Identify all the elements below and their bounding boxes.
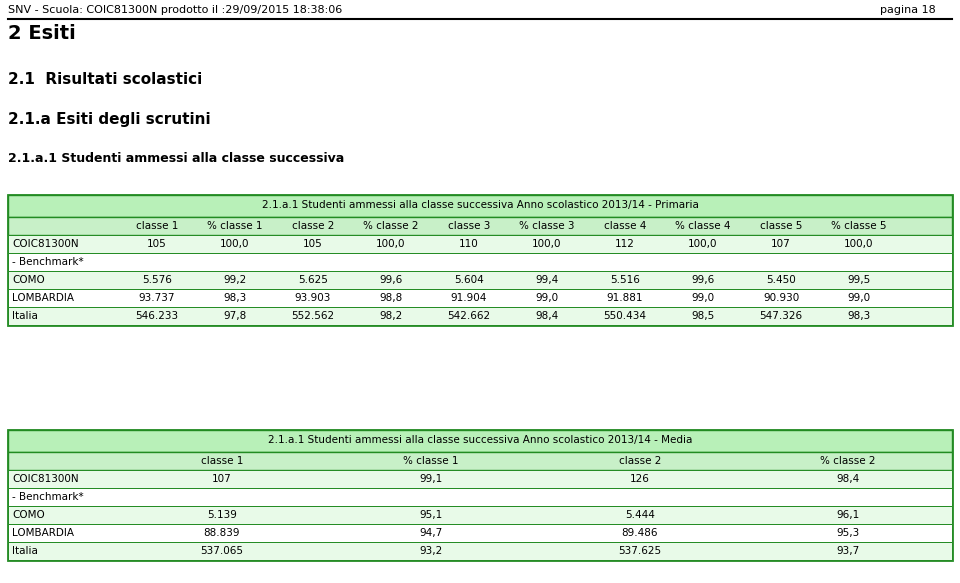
Text: 95,3: 95,3 <box>836 528 859 538</box>
Text: 550.434: 550.434 <box>604 311 646 321</box>
Text: COMO: COMO <box>12 510 45 520</box>
Text: 98,3: 98,3 <box>848 311 871 321</box>
Text: % classe 1: % classe 1 <box>207 221 263 231</box>
Text: classe 1: classe 1 <box>135 221 179 231</box>
Text: pagina 18: pagina 18 <box>880 5 936 15</box>
Text: % classe 4: % classe 4 <box>675 221 731 231</box>
Text: 5.576: 5.576 <box>142 275 172 285</box>
Text: 93,2: 93,2 <box>420 546 443 556</box>
Text: classe 5: classe 5 <box>759 221 803 231</box>
Text: COMO: COMO <box>12 275 45 285</box>
Text: 5.516: 5.516 <box>610 275 640 285</box>
Text: LOMBARDIA: LOMBARDIA <box>12 528 74 538</box>
Text: SNV - Scuola: COIC81300N prodotto il :29/09/2015 18:38:06: SNV - Scuola: COIC81300N prodotto il :29… <box>8 5 343 15</box>
Text: 126: 126 <box>630 474 650 484</box>
Text: 99,0: 99,0 <box>691 293 714 303</box>
Text: 99,5: 99,5 <box>848 275 871 285</box>
Text: - Benchmark*: - Benchmark* <box>12 257 84 267</box>
Text: 5.450: 5.450 <box>766 275 796 285</box>
Text: 99,4: 99,4 <box>536 275 559 285</box>
Text: 98,5: 98,5 <box>691 311 714 321</box>
Text: 2.1.a.1 Studenti ammessi alla classe successiva Anno scolastico 2013/14 - Primar: 2.1.a.1 Studenti ammessi alla classe suc… <box>261 200 699 210</box>
Text: 5.139: 5.139 <box>207 510 237 520</box>
Text: Italia: Italia <box>12 311 37 321</box>
Text: 96,1: 96,1 <box>836 510 859 520</box>
Text: 107: 107 <box>771 239 791 249</box>
Text: 91.881: 91.881 <box>607 293 643 303</box>
Text: 100,0: 100,0 <box>688 239 718 249</box>
Text: 110: 110 <box>459 239 479 249</box>
Text: 537.065: 537.065 <box>201 546 244 556</box>
Text: 100,0: 100,0 <box>220 239 250 249</box>
Text: 97,8: 97,8 <box>224 311 247 321</box>
Text: 2.1.a.1 Studenti ammessi alla classe successiva: 2.1.a.1 Studenti ammessi alla classe suc… <box>8 152 345 165</box>
Text: classe 3: classe 3 <box>447 221 491 231</box>
Text: classe 2: classe 2 <box>619 456 661 466</box>
Text: 98,4: 98,4 <box>836 474 859 484</box>
Text: classe 1: classe 1 <box>201 456 243 466</box>
Text: 90.930: 90.930 <box>763 293 799 303</box>
Text: 105: 105 <box>147 239 167 249</box>
Text: 94,7: 94,7 <box>420 528 443 538</box>
Text: COIC81300N: COIC81300N <box>12 474 79 484</box>
Text: 537.625: 537.625 <box>618 546 661 556</box>
Text: 5.604: 5.604 <box>454 275 484 285</box>
Text: 95,1: 95,1 <box>420 510 443 520</box>
Text: 98,2: 98,2 <box>379 311 402 321</box>
Text: 99,6: 99,6 <box>691 275 714 285</box>
Text: 100,0: 100,0 <box>844 239 874 249</box>
Text: 2.1  Risultati scolastici: 2.1 Risultati scolastici <box>8 72 203 87</box>
Text: 2.1.a.1 Studenti ammessi alla classe successiva Anno scolastico 2013/14 - Media: 2.1.a.1 Studenti ammessi alla classe suc… <box>268 435 692 445</box>
Text: 98,3: 98,3 <box>224 293 247 303</box>
Text: 93,7: 93,7 <box>836 546 859 556</box>
Text: 2.1.a Esiti degli scrutini: 2.1.a Esiti degli scrutini <box>8 112 210 127</box>
Text: 98,8: 98,8 <box>379 293 402 303</box>
Text: 546.233: 546.233 <box>135 311 179 321</box>
Text: LOMBARDIA: LOMBARDIA <box>12 293 74 303</box>
Text: % classe 5: % classe 5 <box>831 221 887 231</box>
Text: 99,1: 99,1 <box>420 474 443 484</box>
Text: Italia: Italia <box>12 546 37 556</box>
Text: 91.904: 91.904 <box>451 293 487 303</box>
Text: - Benchmark*: - Benchmark* <box>12 492 84 502</box>
Text: 105: 105 <box>303 239 323 249</box>
Text: % classe 1: % classe 1 <box>403 456 459 466</box>
Text: 99,2: 99,2 <box>224 275 247 285</box>
Text: COIC81300N: COIC81300N <box>12 239 79 249</box>
Text: % classe 3: % classe 3 <box>519 221 575 231</box>
Text: 99,6: 99,6 <box>379 275 402 285</box>
Text: 93.737: 93.737 <box>139 293 176 303</box>
Text: classe 4: classe 4 <box>604 221 646 231</box>
Text: 5.444: 5.444 <box>625 510 655 520</box>
Text: 552.562: 552.562 <box>292 311 335 321</box>
Text: 88.839: 88.839 <box>204 528 240 538</box>
Text: 89.486: 89.486 <box>622 528 659 538</box>
Text: 93.903: 93.903 <box>295 293 331 303</box>
Text: 112: 112 <box>615 239 635 249</box>
Text: 100,0: 100,0 <box>532 239 562 249</box>
Text: % classe 2: % classe 2 <box>820 456 876 466</box>
Text: 107: 107 <box>212 474 232 484</box>
Text: 547.326: 547.326 <box>759 311 803 321</box>
Text: 100,0: 100,0 <box>376 239 406 249</box>
Text: 5.625: 5.625 <box>298 275 328 285</box>
Text: 99,0: 99,0 <box>536 293 559 303</box>
Text: 542.662: 542.662 <box>447 311 491 321</box>
Text: 2 Esiti: 2 Esiti <box>8 24 76 43</box>
Text: 99,0: 99,0 <box>848 293 871 303</box>
Text: % classe 2: % classe 2 <box>363 221 419 231</box>
Text: classe 2: classe 2 <box>292 221 334 231</box>
Text: 98,4: 98,4 <box>536 311 559 321</box>
